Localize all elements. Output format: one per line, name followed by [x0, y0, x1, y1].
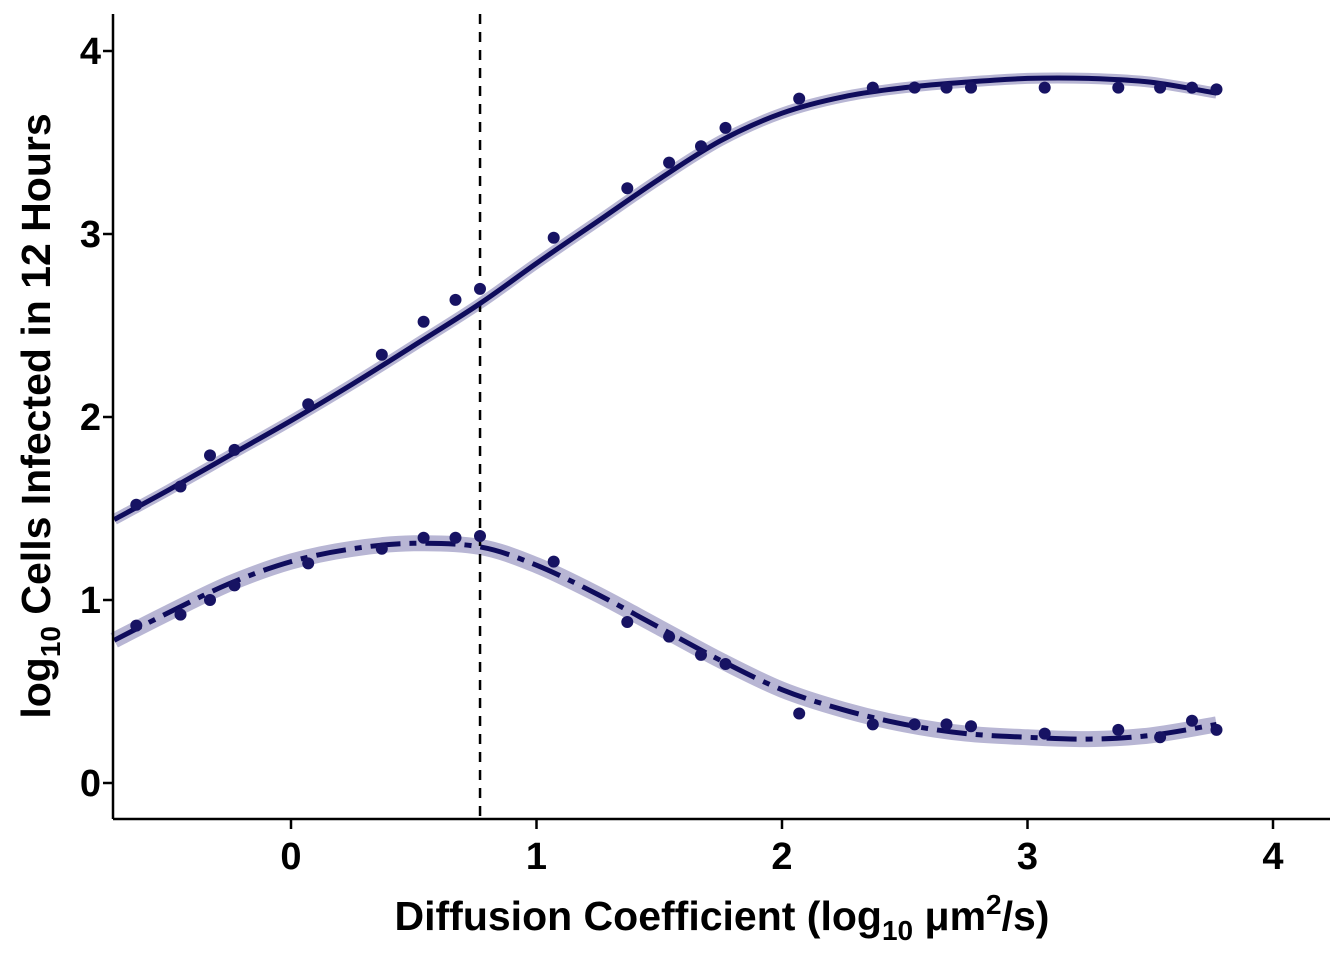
data-point: [228, 443, 241, 456]
x-tick-label: 0: [280, 836, 301, 878]
data-point: [695, 648, 707, 661]
fit-curves: [113, 75, 1217, 742]
data-point: [663, 156, 676, 169]
plot-area: [110, 14, 1223, 819]
data-point: [547, 555, 560, 568]
y-tick-label: 1: [80, 580, 101, 622]
data-point: [1112, 723, 1125, 736]
data-point: [474, 282, 486, 295]
y-ticks: 0 1 2 3 4: [80, 31, 113, 805]
x-axis: 0 1 2 3 4: [113, 817, 1330, 878]
data-point: [793, 707, 806, 720]
data-point: [417, 315, 430, 328]
data-point: [375, 542, 388, 555]
y-axis-title: log10 Cells Infected in 12 Hours: [13, 113, 66, 718]
data-point: [302, 398, 315, 411]
x-ticks: 0 1 2 3 4: [280, 819, 1284, 878]
data-point: [449, 531, 462, 544]
data-point: [1154, 731, 1167, 744]
data-point: [130, 498, 143, 511]
fit-line: [113, 540, 1217, 742]
data-point: [474, 530, 486, 542]
data-point: [1210, 723, 1223, 736]
x-tick-label: 4: [1262, 836, 1283, 878]
data-point: [302, 557, 315, 570]
data-point: [417, 531, 430, 544]
data-point: [621, 182, 634, 195]
data-point: [793, 92, 806, 105]
data-point: [663, 630, 676, 643]
data-point: [1186, 714, 1198, 727]
data-point: [1112, 81, 1125, 94]
data-point: [547, 231, 560, 244]
confidence-band: [111, 72, 1218, 525]
x-tick-label: 1: [526, 836, 547, 878]
data-point: [1186, 81, 1198, 94]
data-point: [908, 81, 921, 94]
data-point: [866, 81, 879, 94]
x-axis-title: Diffusion Coefficient (log10 μm2/s): [395, 889, 1050, 946]
data-point: [695, 140, 707, 153]
data-point: [940, 718, 953, 731]
data-point: [1038, 727, 1051, 740]
data-point: [1154, 81, 1167, 94]
fit-line: [113, 75, 1217, 522]
data-points: [130, 81, 1223, 744]
data-point: [204, 449, 216, 462]
data-point: [965, 720, 977, 733]
data-point: [449, 293, 462, 306]
data-point: [375, 348, 388, 361]
data-point: [719, 121, 732, 134]
y-tick-label: 0: [80, 763, 101, 805]
data-point: [1210, 83, 1223, 96]
data-point: [174, 608, 187, 621]
data-point: [204, 594, 216, 606]
x-tick-label: 2: [771, 836, 792, 878]
data-point: [908, 718, 921, 731]
y-tick-label: 3: [80, 214, 101, 256]
data-point: [174, 480, 187, 493]
data-point: [866, 718, 879, 731]
y-tick-label: 2: [80, 397, 101, 439]
data-point: [1038, 81, 1051, 94]
data-point: [719, 658, 732, 670]
data-point: [621, 616, 634, 628]
data-point: [130, 619, 143, 632]
data-point: [965, 81, 977, 94]
x-tick-label: 3: [1017, 836, 1038, 878]
y-tick-label: 4: [80, 31, 101, 73]
data-point: [228, 579, 241, 592]
data-point: [940, 81, 953, 94]
y-axis: 0 1 2 3 4: [80, 14, 115, 819]
